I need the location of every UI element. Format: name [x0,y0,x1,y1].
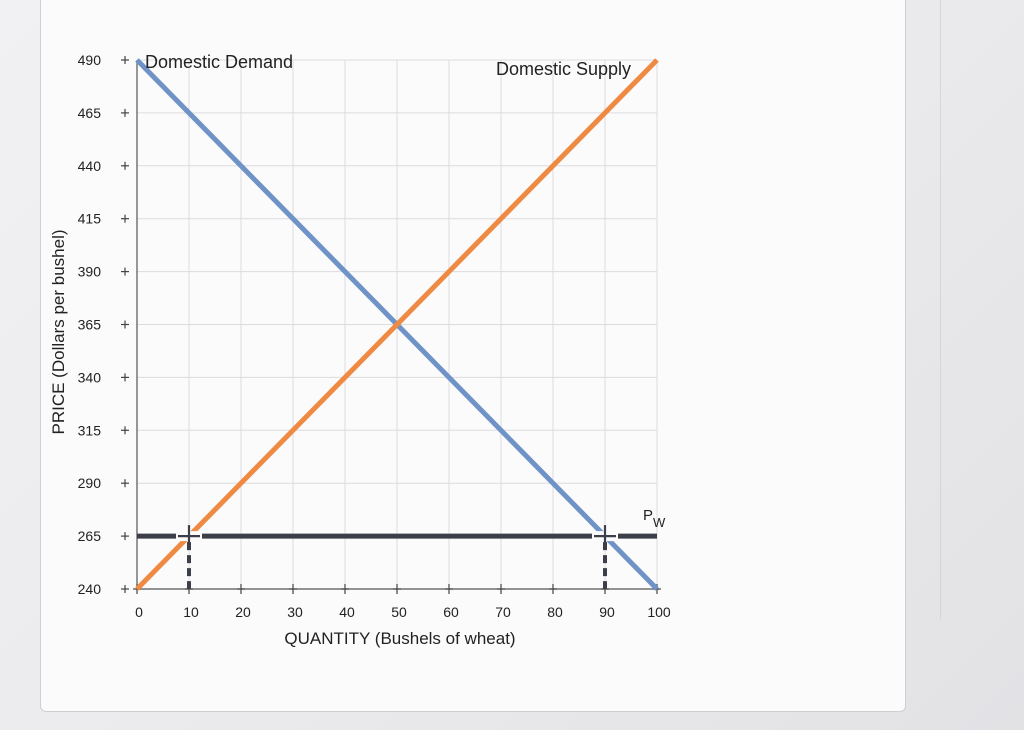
gridlines [137,59,658,589]
x-tick-label: 50 [391,604,407,620]
y-tick-label: 415 [78,211,102,227]
y-tick-label: 365 [78,317,102,333]
x-tick-label: 0 [135,604,143,620]
world-price-label-sub: W [653,515,666,530]
question-card [40,0,906,712]
domestic-supply-label: Domestic Supply [496,59,631,79]
y-tick-label: 265 [78,528,102,544]
x-tick-label: 40 [339,604,355,620]
x-tick-label: 10 [183,604,199,620]
x-axis-title: QUANTITY (Bushels of wheat) [284,629,515,648]
x-tick-label: 80 [547,604,563,620]
y-tick-label: 240 [78,581,102,597]
x-tick-label: 70 [495,604,511,620]
y-tick-label: 490 [78,52,102,68]
y-tick-label: 390 [78,264,102,280]
y-tick-label: 440 [78,158,102,174]
x-tick-label: 60 [443,604,459,620]
panel-divider [940,0,941,620]
x-tick-label: 100 [647,604,671,620]
x-tick-label: 20 [235,604,251,620]
domestic-supply-line[interactable] [135,58,659,591]
y-tick-label: 465 [78,105,102,121]
x-tick-label: 30 [287,604,303,620]
y-axis-title: PRICE (Dollars per bushel) [49,229,68,434]
axes: 240 265 290 315 340 365 390 415 440 465 490 0 10 20 30… [78,52,671,620]
series-lines[interactable] [135,58,659,591]
world-price-layer[interactable] [137,525,657,589]
y-tick-label: 315 [78,422,102,438]
world-price-label: PW [643,507,666,530]
chart-labels: PRICE (Dollars per bushel) QUANTITY (Bus… [49,52,666,648]
y-tick-label: 290 [78,475,102,491]
domestic-demand-label: Domestic Demand [145,52,293,72]
x-tick-label: 90 [599,604,615,620]
y-tick-label: 340 [78,369,102,385]
world-price-label-main: P [643,507,653,524]
